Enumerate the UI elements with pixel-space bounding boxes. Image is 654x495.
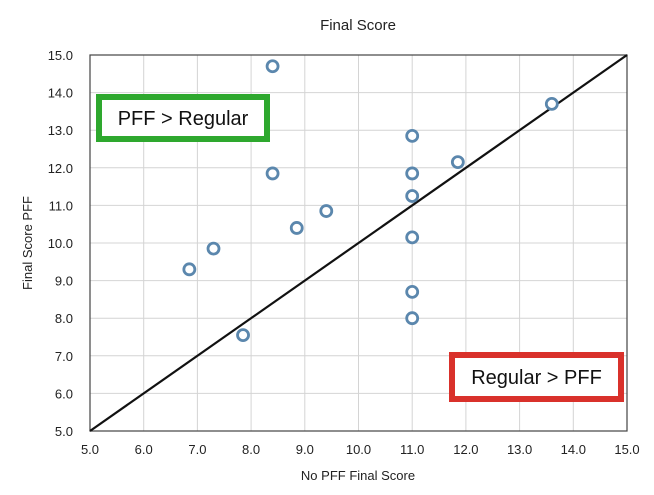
- x-tick-label: 9.0: [296, 442, 314, 457]
- data-point: [544, 96, 559, 111]
- x-tick-label: 10.0: [346, 442, 371, 457]
- x-tick-label: 12.0: [453, 442, 478, 457]
- data-point: [405, 284, 420, 299]
- annotation-text: Regular > PFF: [471, 367, 602, 389]
- y-tick-label: 8.0: [55, 311, 73, 326]
- y-tick-label: 12.0: [48, 161, 73, 176]
- y-tick-label: 15.0: [48, 48, 73, 63]
- x-tick-label: 15.0: [614, 442, 639, 457]
- data-point: [206, 241, 221, 256]
- data-point: [319, 204, 334, 218]
- y-tick-label: 11.0: [49, 198, 73, 213]
- y-tick-label: 7.0: [55, 349, 73, 364]
- data-points: [182, 59, 559, 343]
- annotation-text: PFF > Regular: [118, 108, 249, 130]
- data-point: [405, 166, 420, 181]
- data-point: [182, 262, 197, 277]
- data-point: [265, 166, 280, 181]
- chart-title: Final Score: [320, 17, 396, 34]
- annotation-border: [96, 94, 270, 142]
- y-tick-label: 5.0: [55, 424, 73, 439]
- annotation-border: [449, 352, 624, 402]
- data-point: [405, 128, 420, 143]
- plot-frame: [89, 54, 628, 432]
- y-axis-label: Final Score PFF: [20, 196, 35, 290]
- data-point: [405, 230, 420, 245]
- data-point: [289, 221, 304, 235]
- x-tick-label: 7.0: [188, 442, 206, 457]
- y-tick-label: 13.0: [48, 123, 73, 138]
- data-point: [265, 59, 280, 74]
- diagonal-reference-line: [89, 54, 628, 432]
- x-tick-label: 13.0: [507, 442, 532, 457]
- y-tick-label: 6.0: [55, 386, 73, 401]
- x-tick-label: 11.0: [400, 442, 424, 457]
- x-tick-label: 14.0: [561, 442, 586, 457]
- annotations: PFF > Regular Regular > PFF: [96, 94, 624, 402]
- x-tick-label: 6.0: [135, 442, 153, 457]
- data-point: [236, 328, 250, 343]
- data-point: [450, 155, 465, 170]
- x-tick-label: 5.0: [81, 442, 99, 457]
- y-tick-label: 9.0: [55, 274, 73, 289]
- y-tick-label: 14.0: [48, 86, 73, 101]
- x-tick-label: 8.0: [242, 442, 260, 457]
- data-point: [405, 311, 420, 326]
- annotation-box: Regular > PFF: [449, 352, 624, 402]
- tick-labels: 5.0 6.0 7.0 8.0 9.0 10.0 11.0 12.0 13.0 14.0 15.0 5…: [48, 48, 640, 457]
- x-axis-label: No PFF Final Score: [301, 468, 415, 483]
- data-point: [405, 189, 420, 203]
- annotation-box: PFF > Regular: [96, 94, 270, 142]
- y-tick-label: 10.0: [48, 236, 73, 251]
